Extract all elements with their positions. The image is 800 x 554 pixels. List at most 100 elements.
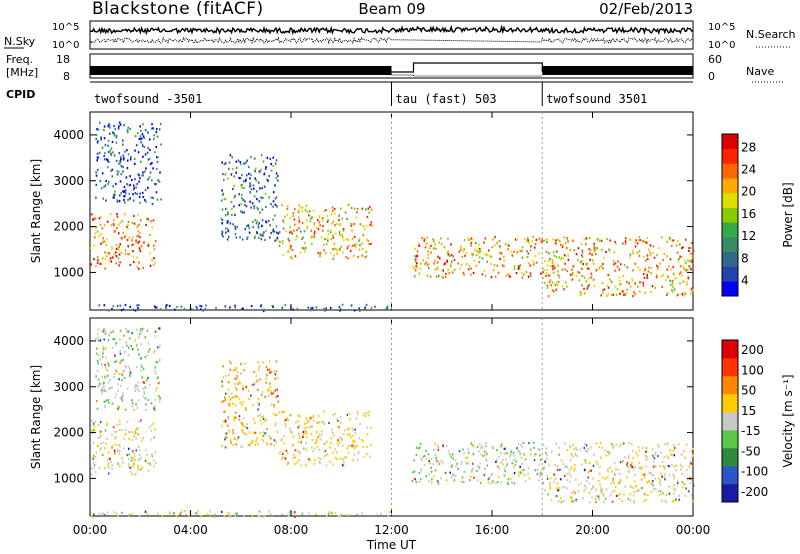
scatter-point: [527, 275, 530, 278]
scatter-point: [235, 388, 238, 391]
scatter-point: [602, 291, 604, 294]
scatter-point: [570, 495, 572, 498]
scatter-point: [268, 219, 270, 223]
scatter-point: [516, 447, 518, 450]
scatter-point: [124, 433, 127, 436]
scatter-point: [496, 264, 499, 267]
scatter-point: [607, 286, 610, 289]
scatter-point: [119, 243, 121, 246]
scatter-point: [97, 339, 100, 342]
scatter-point: [427, 250, 429, 253]
scatter-point: [96, 445, 99, 448]
scatter-point: [133, 458, 135, 461]
scatter-point: [115, 430, 118, 433]
scatter-point: [558, 256, 560, 259]
scatter-point: [123, 437, 125, 440]
freq-tick-top: 18: [56, 53, 70, 66]
scatter-point: [597, 237, 600, 241]
scatter-point: [105, 442, 107, 445]
scatter-point: [331, 431, 334, 434]
scatter-point: [273, 413, 275, 416]
scatter-point: [339, 436, 341, 439]
scatter-point: [326, 239, 329, 242]
nave-line-segment-2: [391, 74, 543, 77]
scatter-point: [507, 478, 510, 481]
scatter-point: [546, 284, 549, 287]
scatter-point: [257, 388, 259, 391]
scatter-point: [118, 264, 120, 267]
scatter-point: [558, 240, 561, 243]
scatter-point: [143, 136, 145, 140]
scatter-point: [446, 260, 448, 263]
scatter-point: [522, 441, 525, 444]
scatter-point: [106, 220, 109, 223]
scatter-point: [113, 132, 115, 135]
scatter-point: [118, 121, 121, 124]
scatter-point: [441, 243, 443, 246]
scatter-point: [234, 377, 236, 380]
scatter-point: [301, 221, 304, 225]
scatter-point: [309, 309, 312, 312]
scatter-point: [528, 441, 530, 445]
scatter-point: [460, 263, 463, 266]
scatter-point: [610, 482, 612, 485]
scatter-point: [135, 437, 137, 440]
scatter-point: [590, 249, 592, 252]
scatter-point: [346, 217, 348, 221]
scatter-point: [273, 230, 275, 233]
scatter-point: [632, 450, 634, 453]
scatter-point: [627, 469, 630, 472]
scatter-point: [115, 435, 117, 439]
scatter-point: [480, 250, 482, 253]
scatter-point: [110, 224, 113, 227]
scatter-point: [323, 422, 326, 425]
scatter-point: [153, 248, 156, 251]
scatter-point: [155, 372, 157, 375]
scatter-point: [681, 293, 684, 296]
scatter-point: [577, 483, 580, 486]
scatter-point: [292, 212, 295, 215]
scatter-point: [115, 360, 118, 363]
scatter-point: [230, 515, 232, 518]
scatter-point: [588, 236, 591, 239]
scatter-point: [636, 489, 638, 493]
scatter-point: [607, 450, 609, 454]
scatter-point: [130, 459, 133, 462]
scatter-point: [118, 199, 121, 203]
scatter-point: [622, 460, 624, 463]
scatter-point: [632, 295, 634, 298]
scatter-point: [447, 268, 449, 271]
scatter-point: [148, 383, 151, 387]
scatter-point: [562, 257, 565, 260]
scatter-point: [95, 451, 98, 454]
scatter-point: [103, 128, 105, 132]
scatter-point: [278, 244, 281, 247]
scatter-point: [584, 459, 586, 462]
scatter-point: [468, 268, 470, 271]
scatter-point: [309, 425, 312, 428]
scatter-point: [235, 395, 237, 398]
scatter-point: [104, 251, 106, 254]
scatter-point: [629, 493, 632, 496]
scatter-point: [127, 223, 129, 227]
scatter-point: [97, 354, 100, 357]
scatter-point: [298, 434, 301, 438]
scatter-point: [596, 238, 599, 241]
scatter-point: [117, 232, 120, 235]
scatter-point: [244, 432, 246, 435]
scatter-point: [542, 271, 544, 274]
scatter-point: [131, 178, 133, 182]
scatter-point: [595, 269, 598, 272]
scatter-point: [650, 482, 652, 485]
scatter-point: [202, 309, 204, 312]
scatter-point: [291, 232, 293, 235]
scatter-point: [546, 457, 548, 460]
scatter-point: [235, 512, 237, 515]
scatter-point: [266, 443, 269, 446]
scatter-point: [646, 481, 648, 484]
scatter-point: [111, 140, 114, 144]
scatter-point: [691, 494, 693, 497]
scatter-point: [270, 403, 273, 406]
scatter-point: [684, 494, 687, 497]
scatter-point: [419, 442, 422, 445]
